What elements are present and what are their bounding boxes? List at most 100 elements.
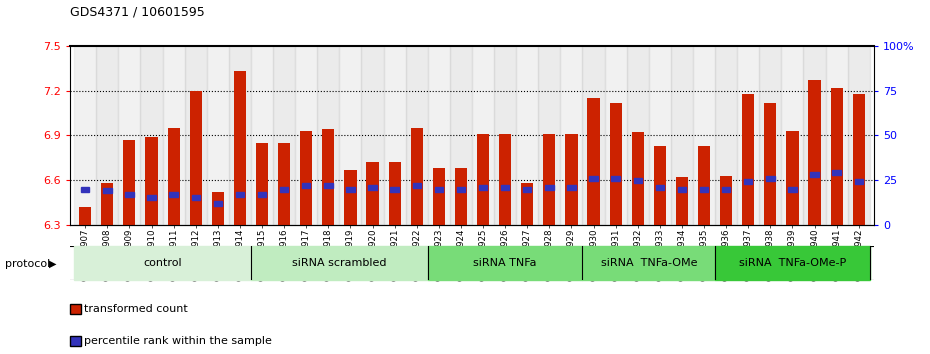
Bar <box>323 130 335 225</box>
Bar <box>744 179 752 184</box>
Bar <box>235 192 244 197</box>
Bar <box>832 170 841 176</box>
Bar <box>676 177 688 225</box>
Bar <box>251 246 428 280</box>
Bar <box>781 46 804 225</box>
Bar <box>764 103 777 225</box>
Text: control: control <box>143 258 182 268</box>
Bar <box>567 185 576 190</box>
Bar <box>545 185 553 190</box>
Bar <box>678 187 686 192</box>
Text: siRNA  TNFa-OMe: siRNA TNFa-OMe <box>601 258 697 268</box>
Bar <box>339 46 362 225</box>
Bar <box>759 46 781 225</box>
Bar <box>428 246 582 280</box>
Text: siRNA TNFa: siRNA TNFa <box>473 258 537 268</box>
Bar <box>565 134 578 225</box>
Bar <box>251 46 273 225</box>
Bar <box>233 72 246 225</box>
Bar <box>103 188 112 193</box>
Bar <box>300 131 312 225</box>
Bar <box>477 134 489 225</box>
Text: siRNA scrambled: siRNA scrambled <box>292 258 387 268</box>
Bar <box>214 201 222 206</box>
Bar <box>789 187 797 192</box>
Text: protocol: protocol <box>5 259 50 269</box>
Bar <box>229 46 251 225</box>
Bar <box>693 46 715 225</box>
Text: siRNA  TNFa-OMe-P: siRNA TNFa-OMe-P <box>738 258 846 268</box>
Bar <box>140 46 163 225</box>
Bar <box>389 162 401 225</box>
Bar <box>700 187 709 192</box>
Bar <box>101 183 113 225</box>
Bar <box>494 46 516 225</box>
Bar <box>74 246 251 280</box>
Bar <box>145 137 157 225</box>
Text: transformed count: transformed count <box>84 304 188 314</box>
Bar <box>543 134 555 225</box>
Bar <box>126 192 134 197</box>
Bar <box>737 46 759 225</box>
Bar <box>582 246 715 280</box>
Bar <box>383 46 405 225</box>
Bar <box>627 46 649 225</box>
Bar <box>118 46 140 225</box>
Bar <box>499 134 512 225</box>
Bar <box>582 46 604 225</box>
Bar <box>432 168 445 225</box>
Bar <box>79 207 91 225</box>
Bar <box>366 162 379 225</box>
Bar <box>538 46 561 225</box>
Bar <box>631 132 644 225</box>
Bar <box>853 94 865 225</box>
Bar <box>413 183 421 188</box>
Bar <box>273 46 295 225</box>
Bar <box>722 187 730 192</box>
Bar <box>609 103 621 225</box>
Text: GDS4371 / 10601595: GDS4371 / 10601595 <box>70 5 205 18</box>
Bar <box>654 146 666 225</box>
Bar <box>206 46 229 225</box>
Bar <box>190 91 202 225</box>
Bar <box>479 185 487 190</box>
Bar <box>295 46 317 225</box>
Bar <box>715 46 737 225</box>
Bar <box>280 187 288 192</box>
Bar <box>787 131 799 225</box>
Bar <box>368 185 377 190</box>
Bar <box>855 179 863 184</box>
Bar <box>766 176 775 181</box>
Bar <box>826 46 847 225</box>
Bar <box>167 128 179 225</box>
Bar <box>588 98 600 225</box>
Bar <box>434 187 443 192</box>
Bar <box>258 192 266 197</box>
Bar <box>516 46 538 225</box>
Text: percentile rank within the sample: percentile rank within the sample <box>84 336 272 346</box>
Bar <box>317 46 339 225</box>
Bar <box>212 192 224 225</box>
Bar <box>561 46 582 225</box>
Bar <box>455 168 467 225</box>
Bar <box>278 143 290 225</box>
Bar <box>656 185 664 190</box>
Bar <box>698 146 711 225</box>
Bar <box>163 46 185 225</box>
Bar <box>147 195 155 200</box>
Bar <box>604 46 627 225</box>
Bar <box>302 183 311 188</box>
Bar <box>411 128 423 225</box>
Bar <box>256 143 268 225</box>
Bar <box>611 176 619 181</box>
Bar <box>523 187 531 192</box>
Bar <box>742 94 754 225</box>
Bar <box>325 183 333 188</box>
Bar <box>633 178 642 183</box>
Bar <box>344 170 356 225</box>
Bar <box>346 187 354 192</box>
Bar <box>457 187 465 192</box>
Bar <box>720 176 732 225</box>
Bar <box>830 88 843 225</box>
Bar <box>428 46 450 225</box>
